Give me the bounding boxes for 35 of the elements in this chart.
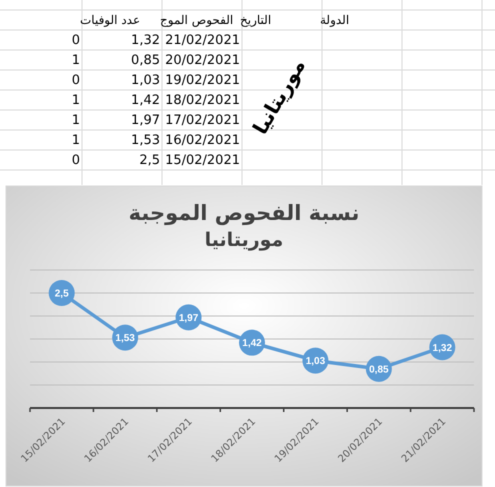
text: 0 [72, 153, 80, 168]
data-label: 1,97 [178, 312, 199, 324]
data-label: 1,32 [432, 342, 452, 354]
text: 1 [72, 53, 80, 68]
text: 18/02/2021 [165, 93, 240, 108]
data-label: 1,03 [306, 356, 326, 368]
text: 2,5 [139, 153, 160, 168]
data-label: 2,5 [54, 288, 70, 300]
text: التاريخ [240, 13, 272, 27]
text: 17/02/2021 [165, 113, 240, 128]
text: 16/02/2021 [165, 133, 240, 148]
text: 1 [72, 133, 80, 148]
text: 15/02/2021 [165, 153, 240, 168]
chart-title: نسبة الفحوص الموجبة [128, 201, 360, 226]
text: عدد الوفيات [80, 13, 140, 27]
text: 1 [72, 113, 80, 128]
text: 1,03 [131, 73, 160, 88]
text: 1,42 [131, 93, 160, 108]
text: 21/02/2021 [165, 33, 240, 48]
text: موريتانيا [248, 54, 310, 138]
text: 1,97 [131, 113, 160, 128]
text: 20/02/2021 [165, 53, 240, 68]
data-label: 1,42 [242, 338, 262, 350]
text: 1 [72, 93, 80, 108]
text: الدولة [320, 13, 350, 27]
text: 1,53 [131, 133, 160, 148]
chart-subtitle: موريتانيا [204, 229, 284, 251]
text: 0,85 [131, 53, 160, 68]
data-label: 1,53 [115, 333, 136, 344]
text: 19/02/2021 [165, 73, 240, 88]
text: 0 [72, 33, 80, 48]
text: الفحوص الموج [160, 13, 234, 27]
text: 0 [72, 73, 80, 88]
data-label: 0,85 [369, 364, 390, 376]
text: 1,32 [131, 33, 160, 48]
